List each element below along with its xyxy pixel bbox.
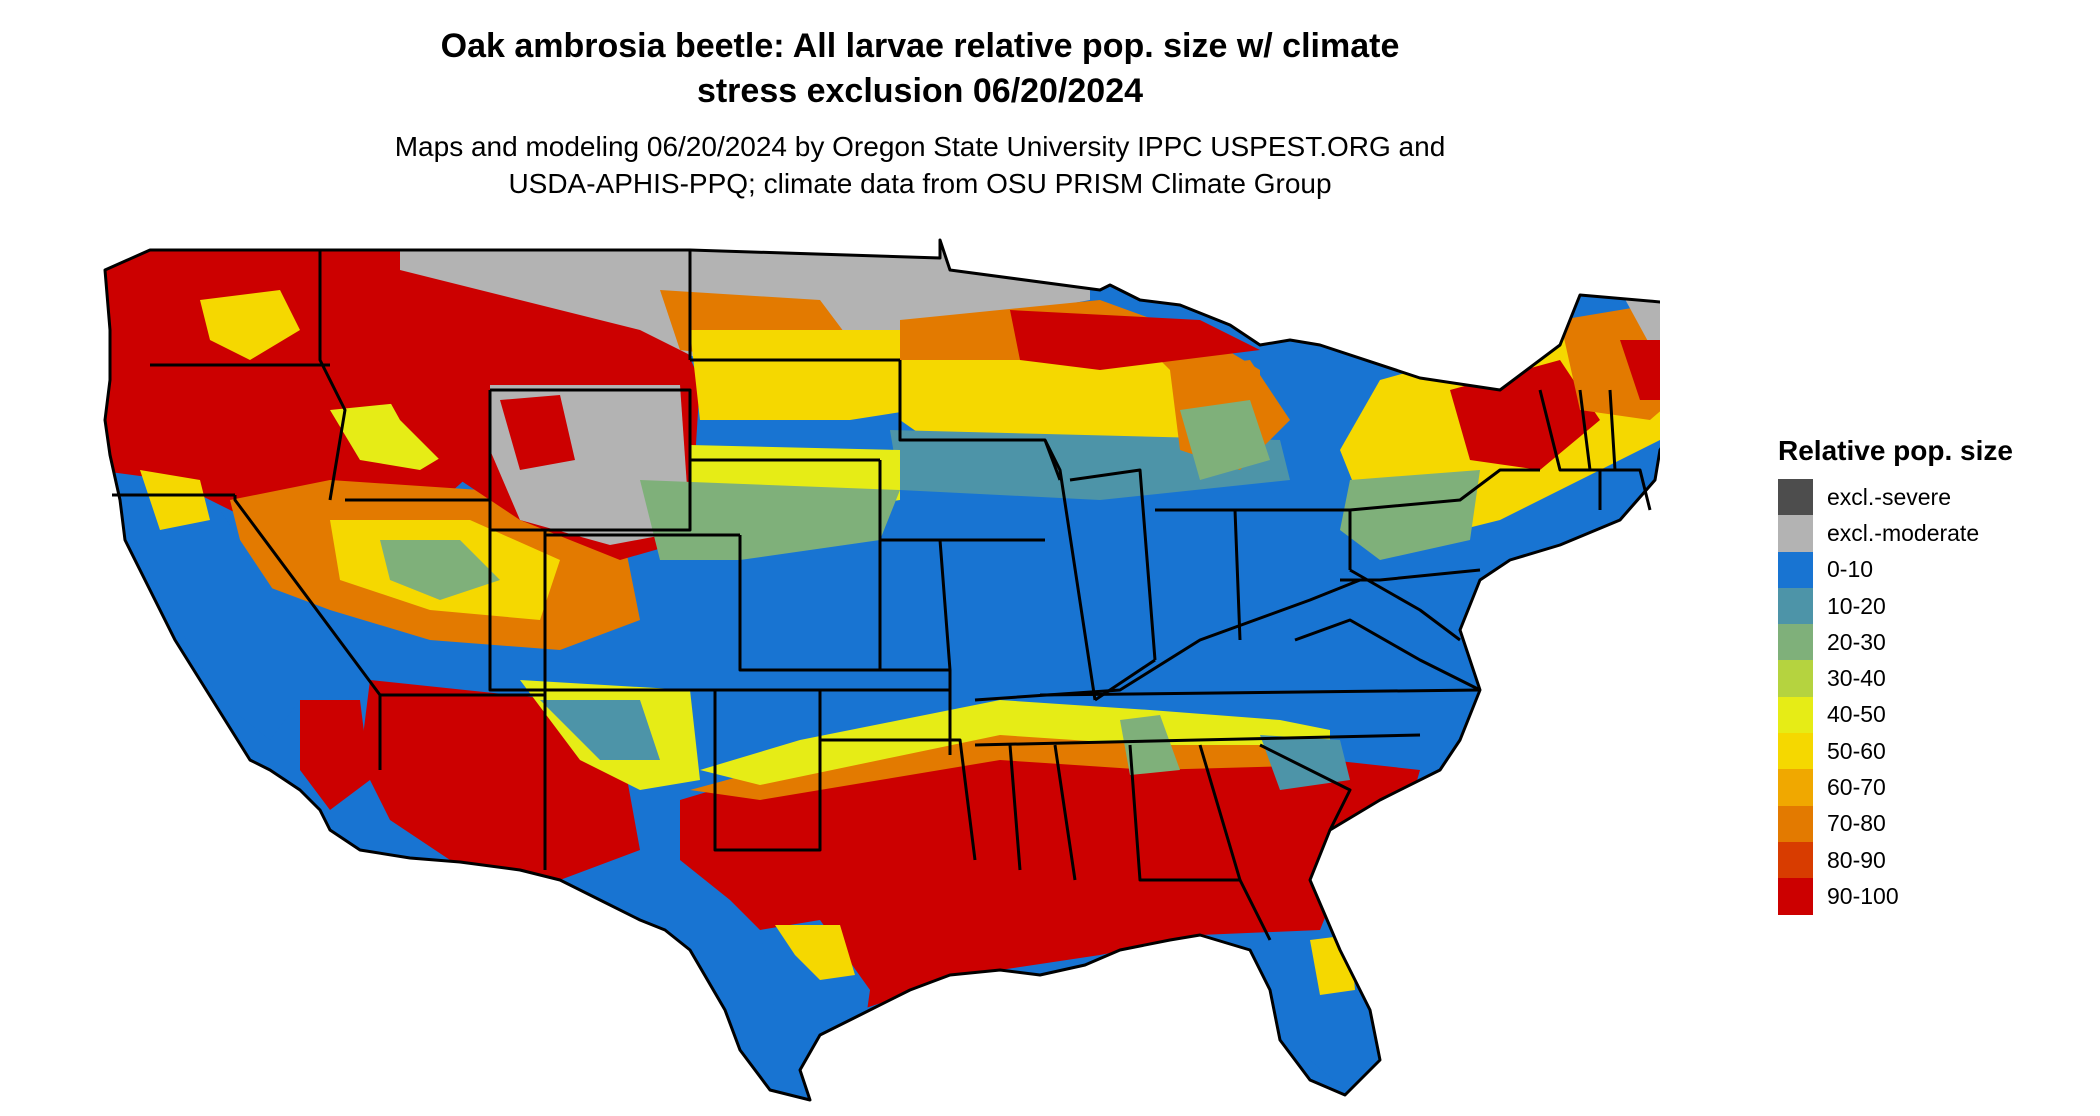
legend-swatch xyxy=(1778,479,1813,516)
legend-item: 40-50 xyxy=(1778,696,2013,734)
legend-swatch xyxy=(1778,515,1813,552)
legend-label: 10-20 xyxy=(1827,592,1886,619)
legend-swatch xyxy=(1778,587,1813,625)
legend-swatch xyxy=(1778,769,1813,806)
us-map-svg xyxy=(103,238,1660,1102)
legend-items: excl.-severe excl.-moderate 0-10 10-20 20-30… xyxy=(1778,479,2013,915)
legend-item: 30-40 xyxy=(1778,660,2013,697)
legend-item: excl.-severe xyxy=(1778,479,2013,516)
legend-item: 50-60 xyxy=(1778,733,2013,770)
legend-title: Relative pop. size xyxy=(1778,435,2013,466)
subtitle-line-1: Maps and modeling 06/20/2024 by Oregon S… xyxy=(394,131,1446,162)
legend-item: 80-90 xyxy=(1778,841,2013,879)
legend-label: 80-90 xyxy=(1827,846,1886,873)
legend-swatch xyxy=(1778,805,1813,842)
us-map xyxy=(95,235,1660,1115)
legend-swatch xyxy=(1778,696,1813,734)
legend-label: 0-10 xyxy=(1827,556,1874,583)
legend-item: 90-100 xyxy=(1778,878,2013,915)
legend-label: 30-40 xyxy=(1827,665,1886,692)
map-subtitle: Maps and modeling 06/20/2024 by Oregon S… xyxy=(300,128,1540,202)
state-boundaries xyxy=(103,238,1660,1102)
legend-item: 10-20 xyxy=(1778,587,2013,625)
legend-swatch xyxy=(1778,733,1813,770)
legend-swatch xyxy=(1778,624,1813,661)
map-title: Oak ambrosia beetle: All larvae relative… xyxy=(340,24,1500,114)
legend-item: 60-70 xyxy=(1778,769,2013,806)
legend-label: 60-70 xyxy=(1827,774,1886,801)
legend-label: excl.-moderate xyxy=(1827,519,1980,546)
title-line-2: stress exclusion 06/20/2024 xyxy=(696,72,1144,110)
map-legend: Relative pop. size excl.-severe excl.-mod… xyxy=(1778,433,2013,915)
legend-item: 70-80 xyxy=(1778,805,2013,842)
legend-swatch xyxy=(1778,551,1813,588)
legend-label: excl.-severe xyxy=(1827,483,1951,510)
legend-swatch xyxy=(1778,878,1813,915)
legend-swatch xyxy=(1778,660,1813,697)
legend-label: 50-60 xyxy=(1827,737,1886,764)
legend-label: 90-100 xyxy=(1827,882,1899,909)
title-line-1: Oak ambrosia beetle: All larvae relative… xyxy=(440,27,1400,65)
subtitle-line-2: USDA-APHIS-PPQ; climate data from OSU PR… xyxy=(508,168,1332,199)
legend-item: 0-10 xyxy=(1778,551,2013,588)
population-raster xyxy=(105,240,1660,1100)
legend-swatch xyxy=(1778,841,1813,879)
legend-label: 40-50 xyxy=(1827,701,1886,728)
legend-item: excl.-moderate xyxy=(1778,515,2013,552)
legend-label: 20-30 xyxy=(1827,628,1886,655)
legend-item: 20-30 xyxy=(1778,624,2013,661)
legend-label: 70-80 xyxy=(1827,810,1886,837)
